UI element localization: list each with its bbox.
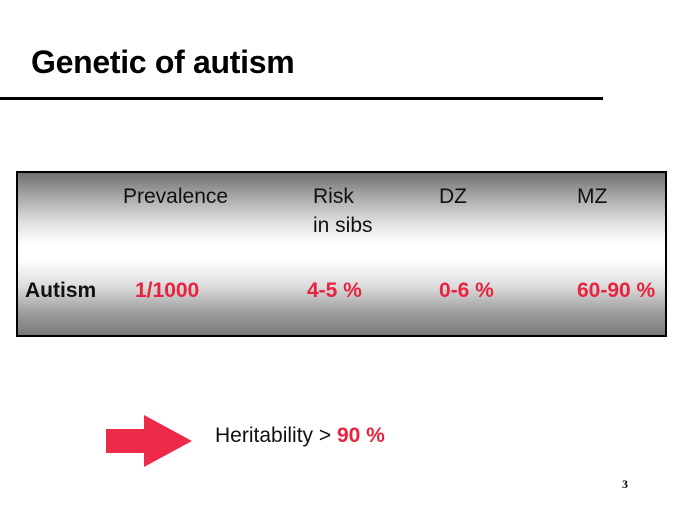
data-table: Prevalence Risk in sibs DZ MZ Autism 1/1… [16,171,667,337]
cell-dz: 0-6 % [439,279,494,302]
column-header-prevalence: Prevalence [123,185,229,208]
slide-title: Genetic of autism [31,44,295,80]
title-underline [0,97,603,100]
cell-prevalence: 1/1000 [135,279,200,302]
column-header-risk-line2: in sibs [313,214,373,237]
heritability-label: Heritability > [215,424,337,447]
row-label-autism: Autism [25,279,97,302]
heritability-statement: Heritability > 90 % [215,424,385,448]
right-arrow-icon [106,415,192,467]
column-header-mz: MZ [577,185,608,208]
page-number: 3 [622,477,628,491]
cell-risk-in-sibs: 4-5 % [307,279,362,302]
column-header-dz: DZ [439,185,467,208]
column-header-risk: Risk [313,185,354,208]
heritability-value: 90 % [336,424,385,447]
cell-mz: 60-90 % [577,279,656,302]
